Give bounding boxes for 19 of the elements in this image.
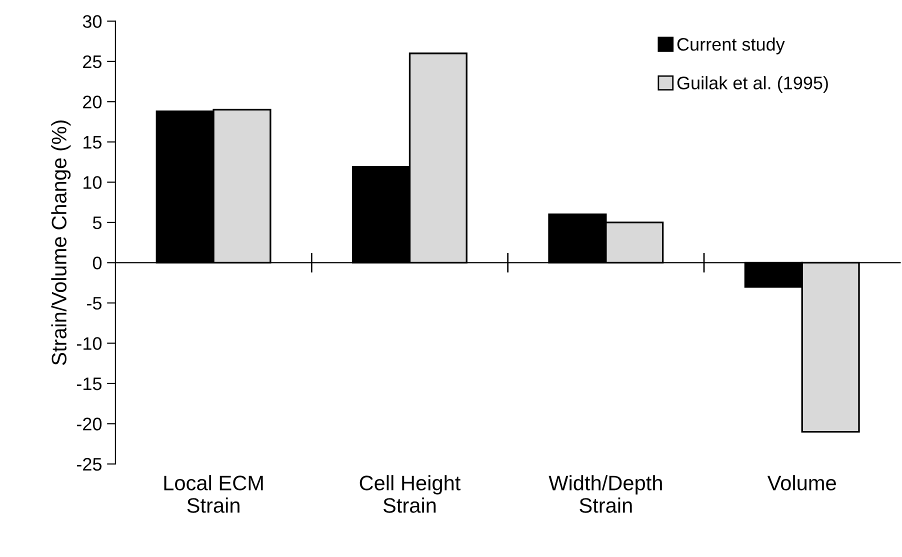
y-tick-label: 20 (83, 96, 102, 108)
x-tick-label: Local ECM Strain (164, 475, 263, 513)
y-tick-label: 5 (92, 216, 102, 230)
x-tick-label: Volume (767, 475, 836, 490)
y-tick-label: -25 (76, 458, 102, 471)
y-tick-label: -20 (76, 418, 102, 430)
y-tick-label: -10 (76, 337, 102, 350)
y-axis-title: Strain/Volume Change (%) (51, 120, 71, 365)
y-tick-label: 30 (82, 15, 102, 28)
y-tick-label: 25 (83, 55, 102, 68)
y-tick-label: 10 (84, 176, 102, 189)
y-tick-label: -5 (87, 297, 102, 310)
x-tick-label: Cell Height Strain (360, 475, 461, 513)
x-tick-label: Width/Depth Strain (548, 475, 662, 513)
y-tick-label: -15 (76, 378, 102, 390)
legend-label: Current study (677, 38, 785, 54)
y-tick-label: 15 (84, 136, 102, 149)
y-tick-label: 0 (92, 256, 102, 270)
legend-label: Guilak et al. (1995) (677, 76, 828, 93)
